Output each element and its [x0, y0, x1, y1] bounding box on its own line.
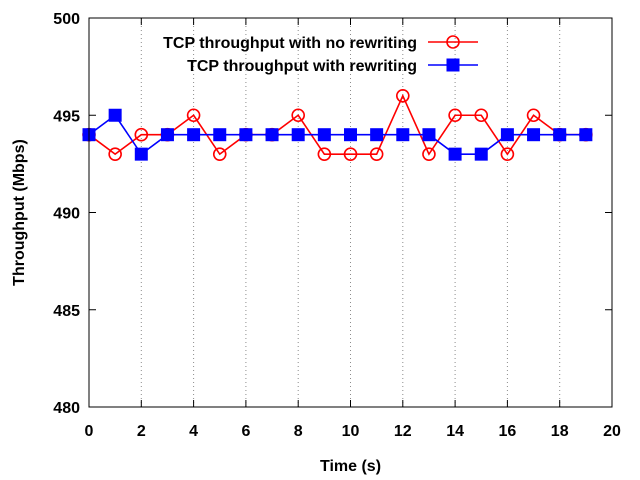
series-1	[82, 89, 593, 161]
series-1-point	[343, 147, 358, 161]
series-2-point	[474, 147, 488, 161]
x-tick-label: 10	[342, 423, 360, 440]
tick-labels: 0 2 4 6 8 10 12 14 16 18 20 480 485 490 495 500	[53, 11, 621, 440]
series-2-point	[553, 128, 567, 142]
y-tick-label: 490	[53, 206, 80, 223]
x-tick-label: 18	[551, 423, 569, 440]
series-1-point	[291, 108, 306, 123]
y-tick-label: 485	[53, 303, 80, 320]
series-2-point	[134, 147, 148, 161]
series-2-point	[108, 108, 122, 122]
series-1-line	[88, 93, 586, 156]
series-1-point	[422, 147, 436, 161]
series-2-point	[527, 128, 541, 142]
ticks	[88, 17, 613, 408]
legend-label-1: TCP throughput with no rewriting	[163, 35, 417, 52]
series-1-point	[500, 147, 515, 161]
x-tick-label: 8	[294, 423, 303, 440]
x-tick-label: 14	[446, 423, 464, 440]
x-tick-label: 4	[189, 423, 198, 440]
series-2-point	[500, 128, 514, 142]
series-1-point	[448, 108, 462, 123]
legend-swatch-marker-1	[446, 35, 460, 49]
series-1-point	[134, 127, 149, 142]
series-1-point	[369, 147, 384, 161]
series-2-point	[160, 128, 174, 142]
y-tick-label: 480	[53, 400, 80, 417]
x-tick-label: 12	[394, 423, 412, 440]
series-2-point	[265, 128, 279, 142]
x-tick-label: 20	[603, 423, 621, 440]
y-tick-label: 495	[53, 108, 80, 125]
series-1-point	[474, 108, 489, 123]
series-2-point	[448, 147, 462, 161]
series-2-point	[370, 128, 384, 142]
x-tick-label: 6	[241, 423, 250, 440]
series-2-point	[213, 128, 227, 142]
x-axis-label: Time (s)	[320, 458, 381, 475]
series-1-point	[212, 147, 227, 161]
x-tick-label: 0	[85, 423, 94, 440]
series-1-point	[186, 108, 201, 123]
x-tick-label: 16	[499, 423, 517, 440]
series-2-point	[396, 128, 410, 142]
grid	[140, 18, 561, 407]
series-1-point	[108, 147, 122, 161]
series-1-point	[395, 89, 410, 103]
series-2-point	[291, 128, 305, 142]
series-1-point	[526, 108, 541, 123]
series-2	[82, 108, 593, 161]
plot-frame	[88, 17, 613, 408]
x-tick-label: 2	[137, 423, 146, 440]
series-2-point	[187, 128, 201, 142]
series-2-point	[579, 128, 593, 142]
series-2-point	[422, 128, 436, 142]
legend-label-2: TCP throughput with rewriting	[187, 58, 417, 75]
series-layer	[82, 89, 593, 161]
y-tick-label: 500	[53, 11, 80, 28]
legend-swatch-marker-2	[446, 58, 460, 72]
series-2-point	[317, 128, 331, 142]
series-2-point	[239, 128, 253, 142]
series-1-point	[317, 147, 332, 161]
legend: TCP throughput with no rewriting TCP thro…	[163, 35, 478, 75]
series-2-point	[344, 128, 357, 142]
y-axis-label: Throughput (Mbps)	[11, 139, 28, 286]
